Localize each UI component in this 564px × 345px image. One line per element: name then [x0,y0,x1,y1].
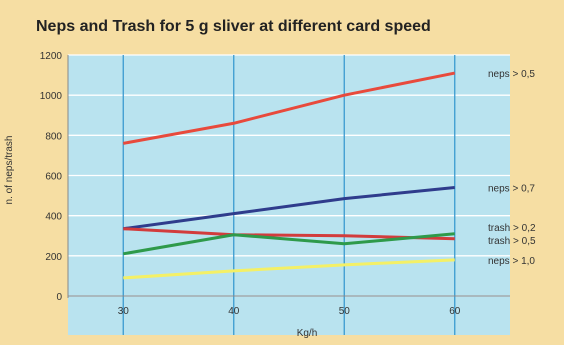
series-label: trash > 0,2 [488,223,536,234]
series-label: trash > 0,5 [488,236,536,247]
grid-layer [67,54,510,335]
y-tick-label: 600 [45,172,62,183]
y-tick-label: 0 [56,292,62,303]
series-line [123,258,455,280]
series-line [123,227,455,241]
x-tick-label: 40 [228,306,240,317]
y-tick-label: 1000 [40,91,63,102]
x-tick-label: 30 [118,306,130,317]
y-axis-label: n. of neps/trash [4,136,15,205]
x-tick-label: 50 [339,306,351,317]
x-tick-label: 60 [449,306,461,317]
series-label: neps > 0,5 [488,69,535,80]
series-line [123,186,455,231]
y-tick-label: 200 [45,252,62,263]
series-line [122,71,456,145]
series-line [122,232,455,256]
y-tick-label: 800 [45,131,62,142]
plot-area [68,55,510,335]
chart-title: Neps and Trash for 5 g sliver at differe… [36,18,431,35]
series-layer [122,71,456,280]
x-axis-label: Kg/h [297,328,318,339]
y-tick-label: 400 [45,212,62,223]
tick-layer: 0 200 400 600 800 1000 1200 30 40 50 60 [40,51,461,317]
series-label: neps > 1,0 [488,256,535,267]
series-label: neps > 0,7 [488,184,535,195]
series-labels: neps > 0,5 neps > 0,7 trash > 0,2 trash > 0… [488,69,536,267]
y-tick-label: 1200 [40,51,63,62]
